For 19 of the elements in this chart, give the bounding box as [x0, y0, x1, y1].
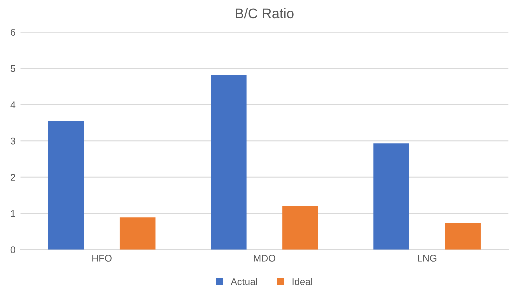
- x-tick-label: LNG: [418, 255, 437, 262]
- y-tick-label: 0: [10, 246, 16, 254]
- bar: [445, 223, 481, 250]
- y-tick-label: 3: [10, 138, 16, 145]
- legend-label: Ideal: [292, 278, 312, 286]
- bar: [120, 218, 156, 250]
- chart-title: B/C Ratio: [236, 8, 294, 19]
- y-tick-label: 4: [10, 102, 16, 108]
- bar: [48, 121, 84, 250]
- y-tick-label: 1: [11, 210, 16, 218]
- bar: [282, 206, 318, 250]
- x-tick-label: MDO: [254, 255, 276, 262]
- y-tick-label: 6: [10, 29, 16, 36]
- y-tick-label: 2: [10, 174, 16, 181]
- bar: [211, 75, 247, 250]
- x-tick-label: HFO: [92, 255, 112, 262]
- bar: [374, 144, 410, 250]
- y-tick-label: 5: [10, 65, 16, 72]
- legend-label: Actual: [230, 278, 258, 286]
